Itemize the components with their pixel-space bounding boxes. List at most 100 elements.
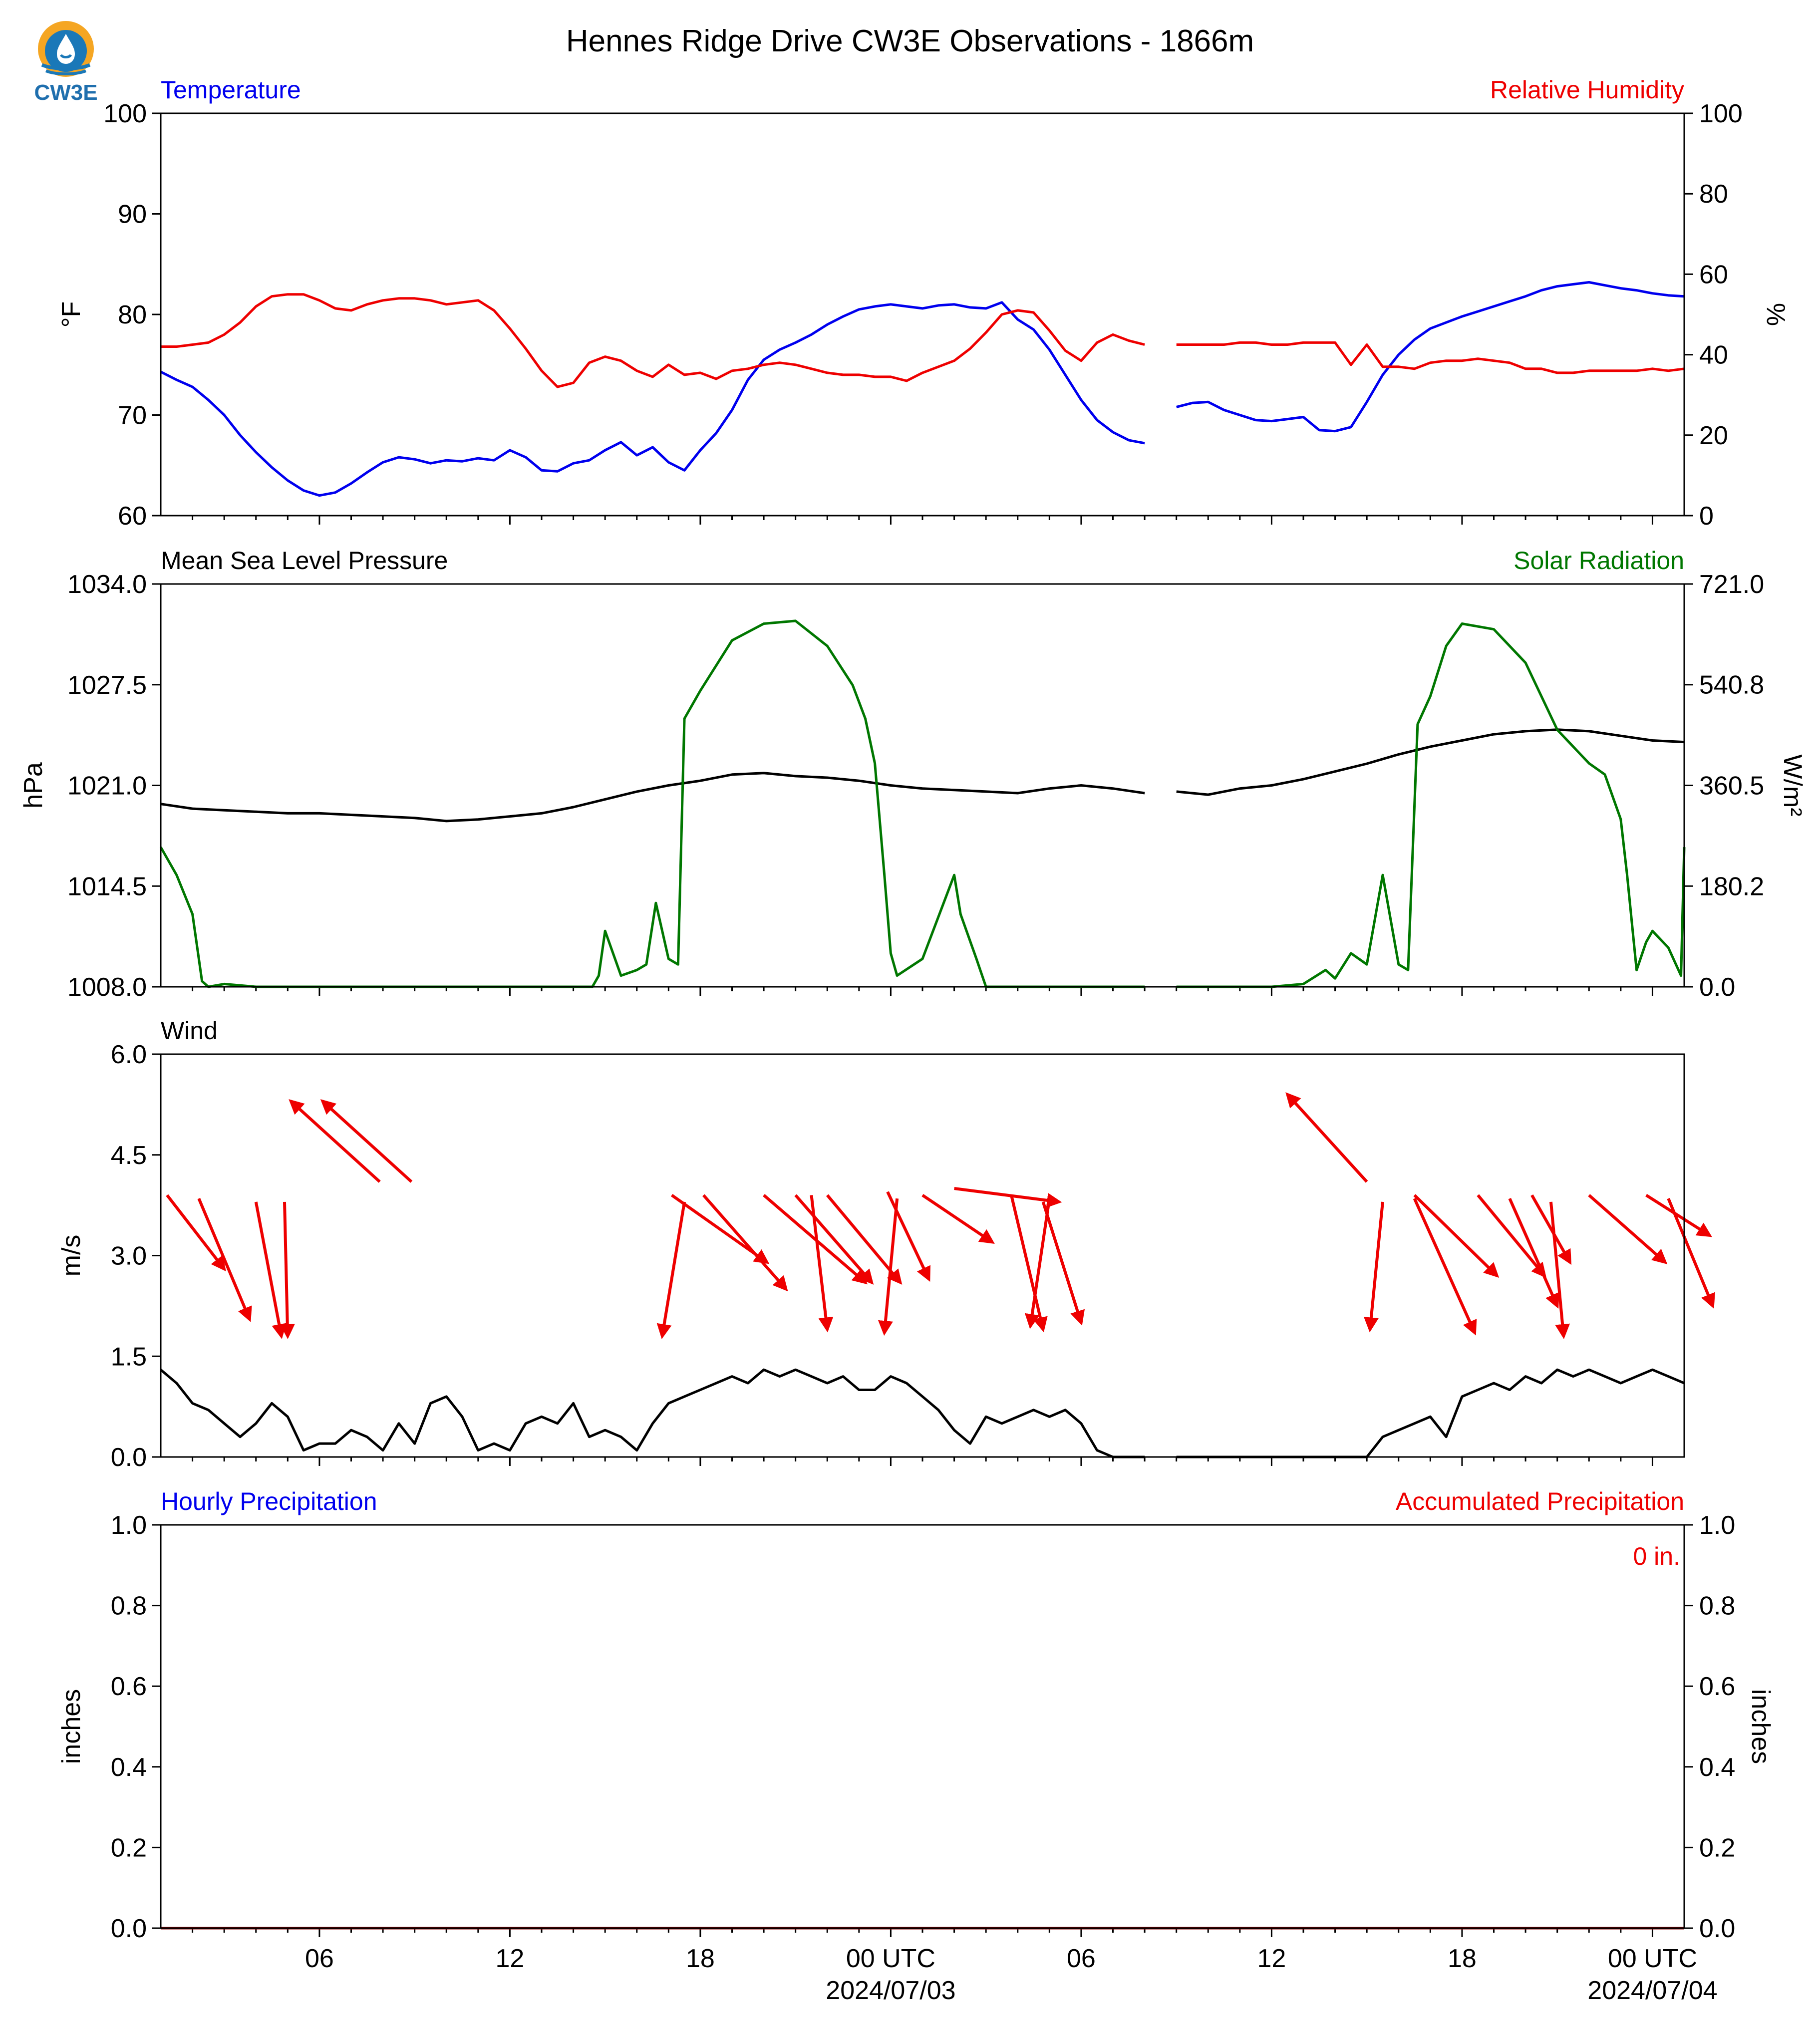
accumulated-precip-label: 0 in.: [1633, 1542, 1680, 1570]
y-tick-label-right: 0.2: [1699, 1833, 1735, 1862]
x-tick-label: 18: [686, 1944, 715, 1973]
wind-arrow: [810, 1195, 834, 1333]
y-tick-label-left: 0.0: [111, 1443, 147, 1472]
y-tick-label-left: 1008.0: [67, 973, 147, 1002]
series-line-1: [160, 281, 1685, 497]
y-tick-label-left: 100: [103, 99, 147, 128]
x-tick-label: 06: [305, 1944, 334, 1973]
panel-title-right: Accumulated Precipitation: [1396, 1487, 1684, 1515]
y-tick-label-left: 0.6: [111, 1672, 147, 1701]
panel-frame: [160, 1053, 1685, 1458]
wind-arrow: [280, 1201, 295, 1339]
wind-arrow: [921, 1193, 995, 1244]
logo-text: CW3E: [34, 80, 97, 104]
wind-arrow: [1549, 1201, 1570, 1339]
y-tick-label-right: 721.0: [1699, 570, 1764, 599]
wind-arrow: [794, 1194, 874, 1285]
y-tick-label-left: 1021.0: [67, 772, 147, 801]
panel-3: Wind 0.0 1.5 3.0 4.5 6.0 m/s: [57, 1017, 1715, 1472]
wind-arrow: [763, 1194, 868, 1285]
y-tick-label-right: 20: [1699, 421, 1728, 450]
wind-arrow: [1010, 1194, 1048, 1333]
x-tick-label: 06: [1067, 1944, 1096, 1973]
x-tick-label: 00 UTC: [1608, 1944, 1697, 1973]
y-tick-label-left: 1014.5: [67, 872, 147, 901]
y-tick-label-left: 90: [118, 200, 147, 229]
x-tick-label: 00 UTC: [846, 1944, 935, 1973]
series-line-1: [160, 1368, 1685, 1458]
wind-arrow: [1363, 1201, 1384, 1333]
y-tick-label-left: 80: [118, 300, 147, 329]
wind-arrow: [1645, 1193, 1712, 1237]
y-tick-label-right: 0.4: [1699, 1753, 1735, 1782]
y-axis-label-left: m/s: [57, 1235, 86, 1277]
wind-arrow: [254, 1201, 287, 1339]
wind-arrow: [197, 1198, 252, 1322]
wind-arrow: [1413, 1197, 1477, 1336]
wind-arrow: [1285, 1092, 1368, 1183]
panel-title-left: Hourly Precipitation: [161, 1487, 377, 1515]
y-tick-label-right: 180.2: [1699, 872, 1764, 901]
y-axis-label-left: hPa: [19, 762, 48, 809]
panel-frame: [160, 583, 1685, 988]
wind-arrow: [886, 1191, 931, 1282]
series-line-2: [159, 619, 1686, 988]
x-tick-date: 2024/07/04: [1587, 1976, 1717, 2005]
chart-title: Hennes Ridge Drive CW3E Observations - 1…: [566, 24, 1254, 58]
panel-title-right: Relative Humidity: [1490, 76, 1684, 104]
wind-arrow: [656, 1201, 686, 1339]
y-tick-label-right: 360.5: [1699, 772, 1764, 801]
y-tick-label-left: 1.0: [111, 1511, 147, 1540]
y-tick-label-right: 40: [1699, 341, 1728, 370]
x-tick-label: 12: [495, 1944, 524, 1973]
wind-arrow: [289, 1099, 381, 1183]
wind-arrow: [320, 1099, 413, 1183]
wind-arrow: [1413, 1194, 1500, 1278]
y-tick-label-left: 1.5: [111, 1342, 147, 1371]
y-tick-label-right: 1.0: [1699, 1511, 1735, 1540]
panel-4: Hourly Precipitation Accumulated Precipit…: [57, 1487, 1775, 2005]
y-tick-label-right: 80: [1699, 180, 1728, 209]
panel-1: Temperature Relative Humidity 60 70 80 90 100 0…: [57, 76, 1790, 531]
wind-arrow: [166, 1194, 226, 1272]
x-tick-label: 18: [1448, 1944, 1477, 1973]
y-tick-label-left: 60: [118, 502, 147, 531]
panel-frame: [160, 1524, 1685, 1929]
wind-arrow: [1667, 1198, 1715, 1309]
wind-arrow: [826, 1194, 903, 1285]
y-tick-label-right: 0.0: [1699, 973, 1735, 1002]
wind-arrow: [878, 1198, 899, 1336]
series-line-2: [161, 293, 1685, 388]
y-tick-label-left: 0.4: [111, 1753, 147, 1782]
wind-arrow: [1024, 1198, 1051, 1329]
x-tick-label: 12: [1257, 1944, 1286, 1973]
y-tick-label-left: 70: [118, 401, 147, 430]
panel-frame: [160, 112, 1685, 517]
y-tick-label-right: 0: [1699, 502, 1714, 531]
panel-title-left: Temperature: [161, 76, 301, 104]
y-tick-label-left: 0.2: [111, 1833, 147, 1862]
panel-title-left: Mean Sea Level Pressure: [161, 547, 448, 575]
y-tick-label-left: 0.8: [111, 1592, 147, 1621]
y-axis-label-right: inches: [1746, 1689, 1775, 1764]
y-tick-label-left: 3.0: [111, 1242, 147, 1271]
wind-arrow: [1041, 1201, 1085, 1326]
y-tick-label-left: 4.5: [111, 1141, 147, 1170]
y-tick-label-left: 1034.0: [67, 570, 147, 599]
wind-arrow: [1508, 1197, 1559, 1309]
panel-title-left: Wind: [161, 1017, 218, 1045]
wind-arrow: [1477, 1194, 1547, 1278]
wind-arrow: [1588, 1194, 1668, 1264]
wind-arrow: [954, 1187, 1062, 1208]
cw3e-logo: CW3E: [31, 19, 101, 105]
y-tick-label-right: 100: [1699, 99, 1743, 128]
series-line-1: [160, 728, 1685, 823]
y-tick-label-left: 1027.5: [67, 671, 147, 700]
y-axis-label-left: °F: [57, 301, 86, 328]
wind-arrow: [702, 1194, 788, 1292]
wind-arrow: [1530, 1194, 1572, 1265]
panel-2: Mean Sea Level Pressure Solar Radiation 10…: [19, 547, 1807, 1002]
y-tick-label-right: 0.0: [1699, 1914, 1735, 1943]
y-axis-label-left: inches: [57, 1689, 86, 1764]
y-tick-label-left: 0.0: [111, 1914, 147, 1943]
